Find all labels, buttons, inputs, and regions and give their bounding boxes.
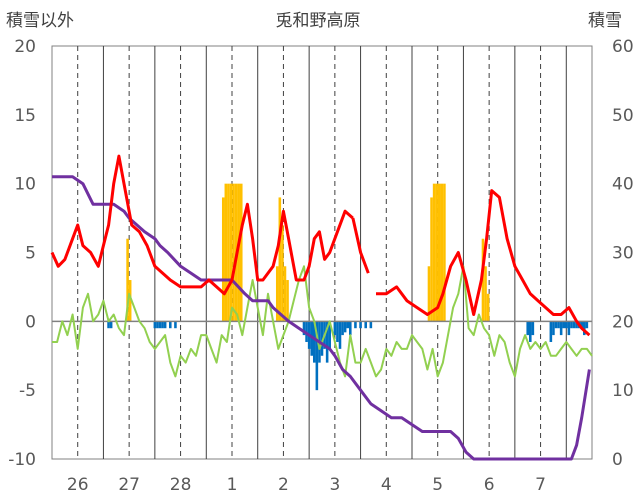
bar-mark <box>572 321 576 329</box>
bar-mark <box>163 321 167 329</box>
y-tick-right: 0 <box>612 450 623 470</box>
x-tick: 2 <box>278 475 289 495</box>
chart-title: 兎和野高原 <box>275 11 361 31</box>
bar-mark <box>224 183 228 322</box>
bar-mark <box>281 224 284 322</box>
bar-mark <box>562 321 565 329</box>
bar-mark <box>286 280 289 322</box>
bar-mark <box>237 183 240 322</box>
y-tick-left: -5 <box>19 381 36 401</box>
bar-mark <box>437 183 441 322</box>
bar-mark <box>275 266 279 322</box>
bar-mark <box>549 321 553 342</box>
bar-mark <box>227 183 230 322</box>
bar-mark <box>531 321 535 336</box>
bar-mark <box>486 293 490 322</box>
y-tick-left: 5 <box>25 244 36 264</box>
bar-mark <box>328 321 331 349</box>
y-tick-right: 50 <box>612 106 634 126</box>
y-tick-left: 15 <box>14 106 36 126</box>
series-line <box>50 154 354 296</box>
bar-mark <box>341 321 344 336</box>
y-tick-left: -10 <box>8 450 36 470</box>
bar-mark <box>315 321 319 391</box>
bar-mark <box>570 321 573 329</box>
bar-mark <box>346 321 349 329</box>
bar-mark <box>156 321 159 329</box>
x-tick: 3 <box>329 475 340 495</box>
bar-mark <box>232 183 235 322</box>
bar-mark <box>221 197 225 322</box>
x-tick: 6 <box>484 475 495 495</box>
y-axis-left-label: 積雪以外 <box>6 11 74 31</box>
bar-mark <box>354 321 357 329</box>
x-tick: 7 <box>535 475 546 495</box>
bar-mark <box>526 321 529 336</box>
series-line <box>376 189 591 337</box>
y-tick-right: 40 <box>612 175 634 195</box>
bar-mark <box>107 321 110 329</box>
bar-mark <box>585 321 589 329</box>
bar-mark <box>325 321 329 363</box>
bar-mark <box>158 321 162 329</box>
bar-mark <box>529 321 532 342</box>
bar-mark <box>565 321 568 329</box>
y-axis-right-label: 積雪 <box>588 11 622 31</box>
bar-mark <box>283 266 287 322</box>
bar-mark <box>349 321 352 336</box>
bar-mark <box>557 321 560 329</box>
bar-mark <box>364 321 367 329</box>
y-tick-right: 60 <box>612 37 634 57</box>
bar-mark <box>336 321 339 342</box>
bar-mark <box>320 321 324 356</box>
bar-mark <box>153 321 157 329</box>
x-tick: 26 <box>67 475 89 495</box>
y-tick-right: 30 <box>612 244 634 264</box>
y-tick-left: 10 <box>14 175 36 195</box>
bar-mark <box>432 183 436 322</box>
bar-mark <box>161 321 164 329</box>
bar-mark <box>481 238 485 322</box>
y-tick-right: 20 <box>612 312 634 332</box>
bar-mark <box>369 321 373 329</box>
bar-mark <box>239 183 243 322</box>
bar-mark <box>567 321 571 336</box>
bar-mark <box>313 321 316 363</box>
bar-mark <box>109 321 113 329</box>
bar-mark <box>427 266 431 322</box>
bar-mark <box>559 321 563 336</box>
bar-mark <box>169 321 172 329</box>
bar-mark <box>583 321 586 336</box>
bar-mark <box>435 183 438 322</box>
x-tick: 4 <box>381 475 392 495</box>
x-tick: 27 <box>118 475 140 495</box>
bar-mark <box>128 280 132 322</box>
bar-mark <box>338 321 342 349</box>
bar-mark <box>430 197 433 322</box>
bar-mark <box>126 238 129 322</box>
series-line <box>351 217 370 274</box>
bar-mark <box>554 321 558 329</box>
series-line <box>52 175 591 461</box>
bar-mark <box>575 321 578 329</box>
bar-mark <box>174 321 177 329</box>
bar-mark <box>484 266 487 322</box>
bar-mark <box>580 321 583 329</box>
x-tick: 5 <box>432 475 443 495</box>
y-tick-left: 0 <box>25 312 36 332</box>
bar-mark <box>278 197 282 322</box>
bar-mark <box>552 321 555 336</box>
bar-mark <box>359 321 362 329</box>
bar-mark <box>440 183 444 322</box>
y-tick-right: 10 <box>612 381 634 401</box>
x-tick: 1 <box>227 475 238 495</box>
bar-mark <box>343 321 347 333</box>
bar-mark <box>302 321 306 336</box>
bar-mark <box>229 183 233 322</box>
x-tick: 28 <box>170 475 192 495</box>
bar-mark <box>333 321 337 336</box>
bar-mark <box>443 183 446 322</box>
y-tick-left: 20 <box>14 37 36 57</box>
